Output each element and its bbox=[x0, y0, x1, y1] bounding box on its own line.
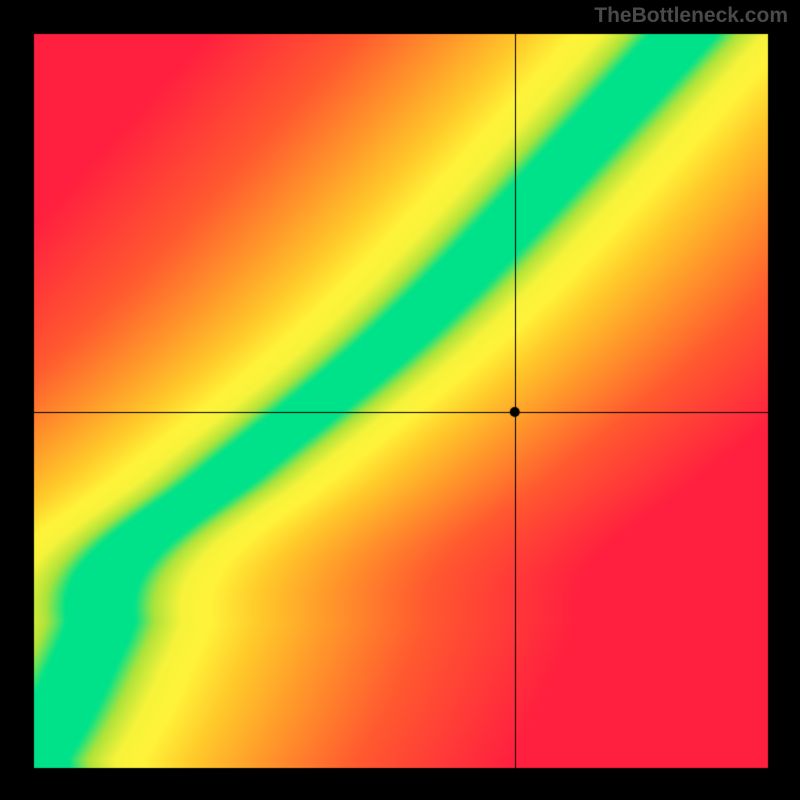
bottleneck-heatmap bbox=[0, 0, 800, 800]
watermark-text: TheBottleneck.com bbox=[594, 4, 788, 28]
